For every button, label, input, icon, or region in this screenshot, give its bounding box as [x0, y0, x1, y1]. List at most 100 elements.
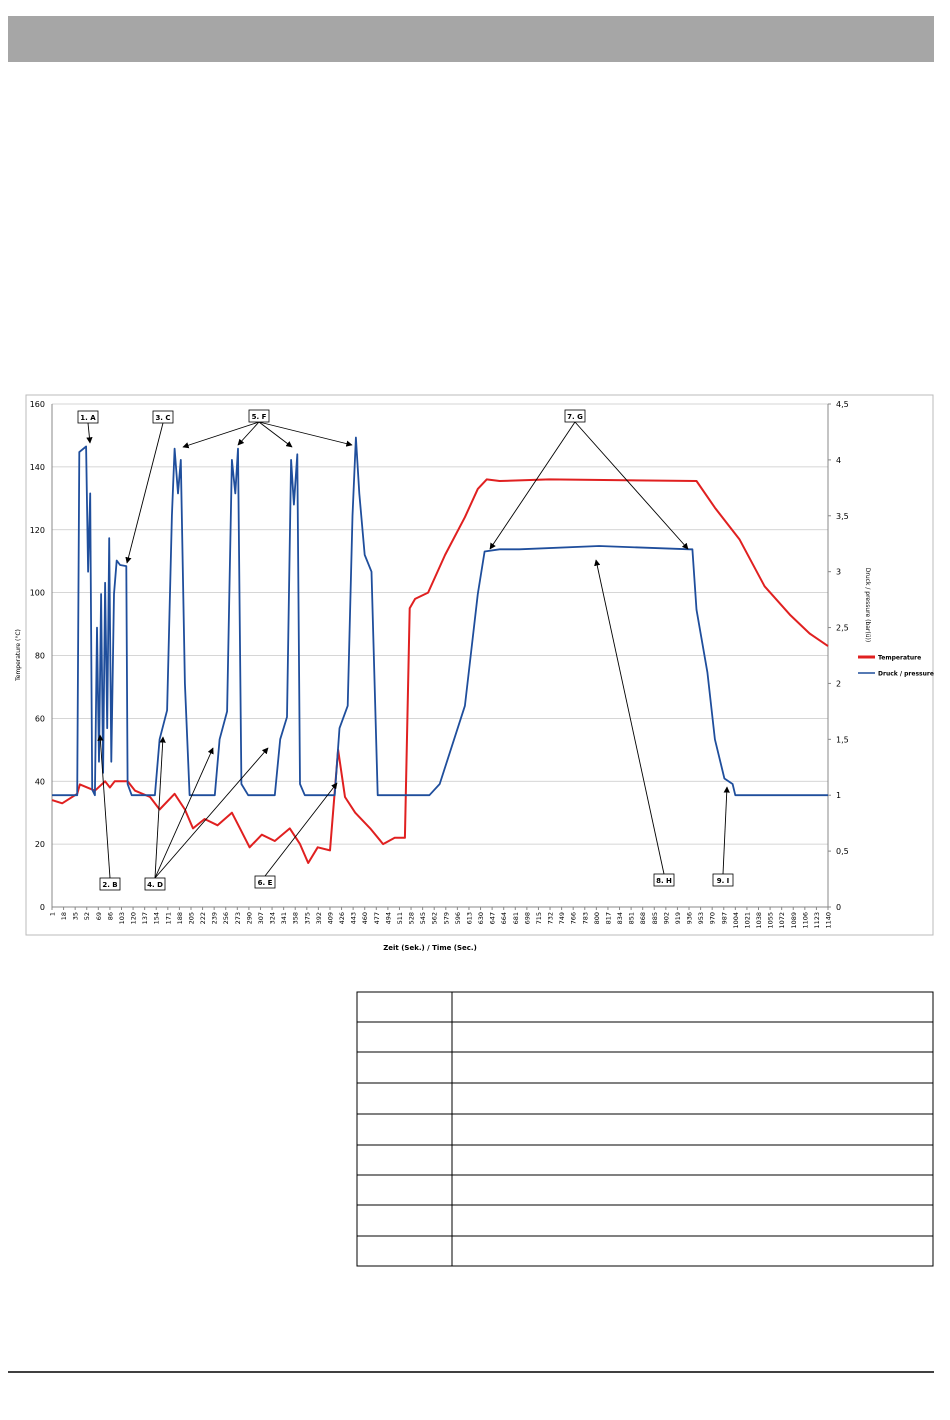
y2-tick-label: 1,5 — [836, 735, 849, 744]
x-tick-label: 256 — [222, 912, 230, 924]
annotation-arrow — [97, 734, 111, 879]
annotation-box — [152, 410, 174, 424]
x-tick-label: 970 — [709, 912, 717, 924]
x-tick-label: 324 — [269, 912, 277, 924]
annotation-label: 3. C — [155, 414, 170, 422]
x-tick-label: 341 — [280, 912, 288, 924]
x-tick-label: 834 — [616, 912, 624, 924]
x-tick-label: 290 — [245, 912, 253, 924]
x-tick-label: 86 — [106, 912, 114, 920]
y2-tick-label: 0,5 — [836, 847, 849, 856]
x-tick-label: 477 — [373, 912, 381, 924]
x-tick-label: 273 — [234, 912, 242, 924]
x-tick-label: 579 — [442, 912, 450, 924]
x-tick-label: 800 — [593, 912, 601, 924]
x-tick-label: 987 — [720, 912, 728, 924]
annotation-label: 5. F — [252, 413, 267, 421]
annotation-box — [144, 877, 166, 891]
x-tick-label: 647 — [489, 912, 497, 924]
y2-axis-label: Druck / pressure (bar(ü)) — [864, 568, 871, 642]
y2-tick-label: 4,5 — [836, 400, 849, 409]
annotation-arrow — [489, 421, 576, 550]
x-tick-label: 409 — [326, 912, 334, 924]
x-tick-label: 375 — [303, 912, 311, 924]
annotation-arrow — [125, 422, 164, 564]
x-tick-label: 69 — [95, 912, 103, 920]
x-tick-label: 1106 — [801, 912, 809, 929]
x-tick-label: 851 — [628, 912, 636, 924]
x-tick-label: 392 — [315, 912, 323, 924]
x-axis-label: Zeit (Sek.) / Time (Sec.) — [383, 944, 477, 952]
series-line — [52, 436, 828, 797]
x-tick-label: 528 — [408, 912, 416, 924]
annotation-box — [99, 877, 121, 891]
x-tick-label: 1 — [49, 912, 57, 916]
y-tick-label: 120 — [30, 526, 45, 535]
y2-tick-label: 0 — [836, 903, 841, 912]
annotation-label: 6. E — [258, 879, 273, 887]
y-tick-label: 100 — [30, 589, 45, 598]
annotation-label: 8. H — [656, 877, 672, 885]
x-tick-label: 1055 — [767, 912, 775, 929]
annotation-arrow — [154, 747, 269, 879]
x-tick-label: 545 — [419, 912, 427, 924]
x-tick-label: 817 — [604, 912, 612, 924]
x-tick-label: 239 — [211, 912, 219, 924]
y2-tick-label: 2,5 — [836, 624, 849, 633]
annotation-label: 7. G — [567, 413, 583, 421]
annotation-arrow — [258, 421, 353, 447]
x-tick-label: 18 — [60, 912, 68, 920]
x-tick-label: 358 — [292, 912, 300, 924]
x-tick-label: 103 — [118, 912, 126, 924]
x-tick-label: 749 — [558, 912, 566, 924]
x-tick-label: 715 — [535, 912, 543, 924]
x-tick-label: 562 — [431, 912, 439, 924]
annotation-arrow — [182, 421, 260, 449]
x-tick-label: 443 — [350, 912, 358, 924]
x-tick-label: 698 — [523, 912, 531, 924]
x-tick-label: 52 — [83, 912, 91, 920]
y-axis-label: Temperature (°C) — [15, 629, 22, 682]
annotation-arrow — [154, 736, 166, 879]
annotation-label: 4. D — [147, 881, 163, 889]
x-tick-label: 1038 — [755, 912, 763, 929]
y2-tick-label: 2 — [836, 679, 841, 688]
annotation-arrow — [264, 782, 338, 877]
x-tick-label: 154 — [153, 912, 161, 924]
y2-tick-label: 1 — [836, 791, 841, 800]
y-tick-label: 0 — [40, 903, 45, 912]
y-tick-label: 140 — [30, 463, 45, 472]
x-tick-label: 630 — [477, 912, 485, 924]
annotation-box — [248, 409, 270, 423]
x-tick-label: 494 — [384, 912, 392, 924]
y-tick-label: 40 — [35, 777, 45, 786]
y2-tick-label: 3,5 — [836, 512, 849, 521]
legend-label: Druck / pressure — [878, 671, 934, 678]
x-tick-label: 596 — [454, 912, 462, 924]
x-tick-label: 307 — [257, 912, 265, 924]
annotation-box — [564, 409, 586, 423]
annotation-label: 9. I — [717, 877, 730, 885]
x-tick-label: 1089 — [790, 912, 798, 929]
x-tick-label: 460 — [361, 912, 369, 924]
x-tick-label: 1123 — [813, 912, 821, 929]
annotation-box — [254, 875, 276, 889]
x-tick-label: 902 — [662, 912, 670, 924]
y2-tick-label: 3 — [836, 568, 841, 577]
annotation-arrow — [574, 421, 689, 550]
x-tick-label: 1021 — [743, 912, 751, 929]
x-tick-label: 885 — [651, 912, 659, 924]
annotation-label: 2. B — [102, 881, 117, 889]
chart-frame — [25, 394, 934, 936]
x-tick-label: 120 — [130, 912, 138, 924]
legend-label: Temperature — [878, 655, 921, 662]
x-tick-label: 919 — [674, 912, 682, 924]
y-tick-label: 80 — [35, 652, 45, 661]
y2-tick-label: 4 — [836, 456, 841, 465]
annotation-arrow — [594, 559, 665, 875]
x-tick-label: 222 — [199, 912, 207, 924]
annotation-box — [653, 873, 675, 887]
x-tick-label: 426 — [338, 912, 346, 924]
